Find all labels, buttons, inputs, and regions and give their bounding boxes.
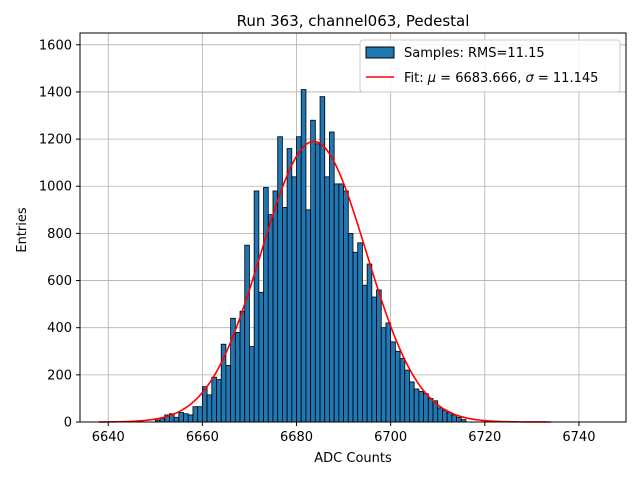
- histogram-bar: [187, 414, 194, 423]
- histogram-bar: [451, 414, 457, 423]
- histogram-bar: [206, 394, 213, 423]
- y-tick-label: 400: [47, 321, 72, 336]
- x-axis-title: ADC Counts: [314, 451, 392, 466]
- histogram-bar: [329, 131, 335, 423]
- histogram-bar: [338, 183, 344, 423]
- histogram-bar: [183, 413, 189, 423]
- histogram-bar: [333, 183, 340, 423]
- histogram-bar: [362, 284, 368, 423]
- chart-title: Run 363, channel063, Pedestal: [237, 12, 470, 30]
- y-tick-label: 800: [47, 227, 72, 242]
- histogram-bar: [286, 148, 293, 423]
- histogram-bar: [197, 406, 203, 423]
- y-tick-label: 200: [47, 368, 72, 383]
- y-tick-label: 0: [64, 416, 72, 431]
- histogram-bar: [253, 190, 260, 423]
- histogram-bar: [418, 390, 425, 423]
- histogram-bar: [272, 190, 279, 423]
- legend-label-fit: Fit: μ = 6683.666, σ = 11.145: [404, 71, 598, 86]
- histogram-bar: [423, 393, 429, 423]
- x-tick-label: 6740: [562, 430, 595, 445]
- histogram-bar: [173, 416, 180, 423]
- histogram-bar: [216, 379, 222, 423]
- histogram-bar: [305, 209, 312, 423]
- histogram-bar: [347, 232, 354, 423]
- histogram-bar: [456, 416, 462, 423]
- histogram-bar: [390, 341, 396, 423]
- x-tick-label: 6640: [92, 430, 125, 445]
- x-tick-label: 6700: [374, 430, 407, 445]
- histogram-bar: [244, 244, 250, 423]
- histogram-bar: [277, 136, 283, 423]
- histogram-bar: [192, 406, 199, 423]
- histogram-bar: [366, 263, 373, 423]
- y-tick-label: 600: [47, 274, 72, 289]
- histogram-bar: [263, 187, 269, 423]
- histogram-bar: [427, 398, 434, 423]
- histogram-bar: [178, 412, 184, 423]
- x-tick-label: 6720: [468, 430, 501, 445]
- histogram-bar: [300, 89, 307, 423]
- histogram-bar: [371, 296, 377, 423]
- legend-label-samples: Samples: RMS=11.15: [404, 46, 545, 61]
- gaussian-fit-line: [98, 140, 551, 423]
- histogram-bar: [413, 388, 420, 423]
- histogram-bar: [376, 289, 382, 423]
- histogram-bar: [249, 346, 255, 423]
- histogram-bar: [409, 381, 415, 423]
- plot-frame: [79, 32, 627, 423]
- y-tick-label: 1000: [39, 180, 72, 195]
- y-axis-title: Entries: [15, 207, 30, 253]
- y-tick-label: 1200: [39, 133, 72, 148]
- histogram-bar: [324, 176, 330, 423]
- histogram-bar: [352, 251, 359, 423]
- histogram-bar: [385, 322, 392, 423]
- histogram-bar: [296, 136, 302, 423]
- histogram-bar: [310, 119, 316, 423]
- histogram-bar: [446, 412, 453, 423]
- y-axis-ticks: 0 200 400 600 800 1000 1200 1400 1600: [39, 38, 80, 431]
- histogram-bar: [380, 327, 387, 423]
- histogram-bar: [258, 291, 264, 423]
- histogram-bar: [437, 407, 443, 423]
- x-tick-label: 6680: [280, 430, 313, 445]
- histogram-bar: [442, 409, 448, 423]
- legend-box: [359, 39, 621, 93]
- x-axis-ticks: 6640 6660 6680 6700 6720 6740: [92, 422, 595, 445]
- histogram-bar: [343, 190, 349, 423]
- histogram-bar: [211, 376, 217, 423]
- legend-bar-swatch: [365, 46, 395, 59]
- legend: Samples: RMS=11.15 Fit: μ = 6683.666, σ …: [359, 39, 621, 93]
- y-tick-label: 1600: [39, 38, 72, 53]
- histogram-bar: [225, 365, 232, 423]
- histogram-bar: [399, 357, 406, 423]
- histogram-bar: [314, 143, 321, 423]
- histogram-bar: [394, 350, 401, 423]
- histogram-bar: [239, 310, 246, 423]
- histogram-bar: [404, 369, 410, 423]
- histogram-bar: [234, 332, 241, 423]
- histogram-bar: [291, 176, 297, 423]
- histogram-bar: [267, 214, 274, 423]
- histogram-bar: [281, 207, 288, 423]
- y-tick-label: 1400: [39, 85, 72, 100]
- histogram-bar: [357, 242, 363, 423]
- x-tick-label: 6660: [186, 430, 219, 445]
